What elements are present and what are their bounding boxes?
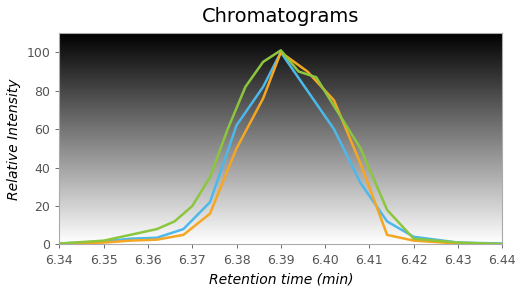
X-axis label: Retention time (min): Retention time (min) [209, 272, 353, 286]
Title: Chromatograms: Chromatograms [202, 7, 359, 26]
Y-axis label: Relative Intensity: Relative Intensity [7, 78, 21, 200]
